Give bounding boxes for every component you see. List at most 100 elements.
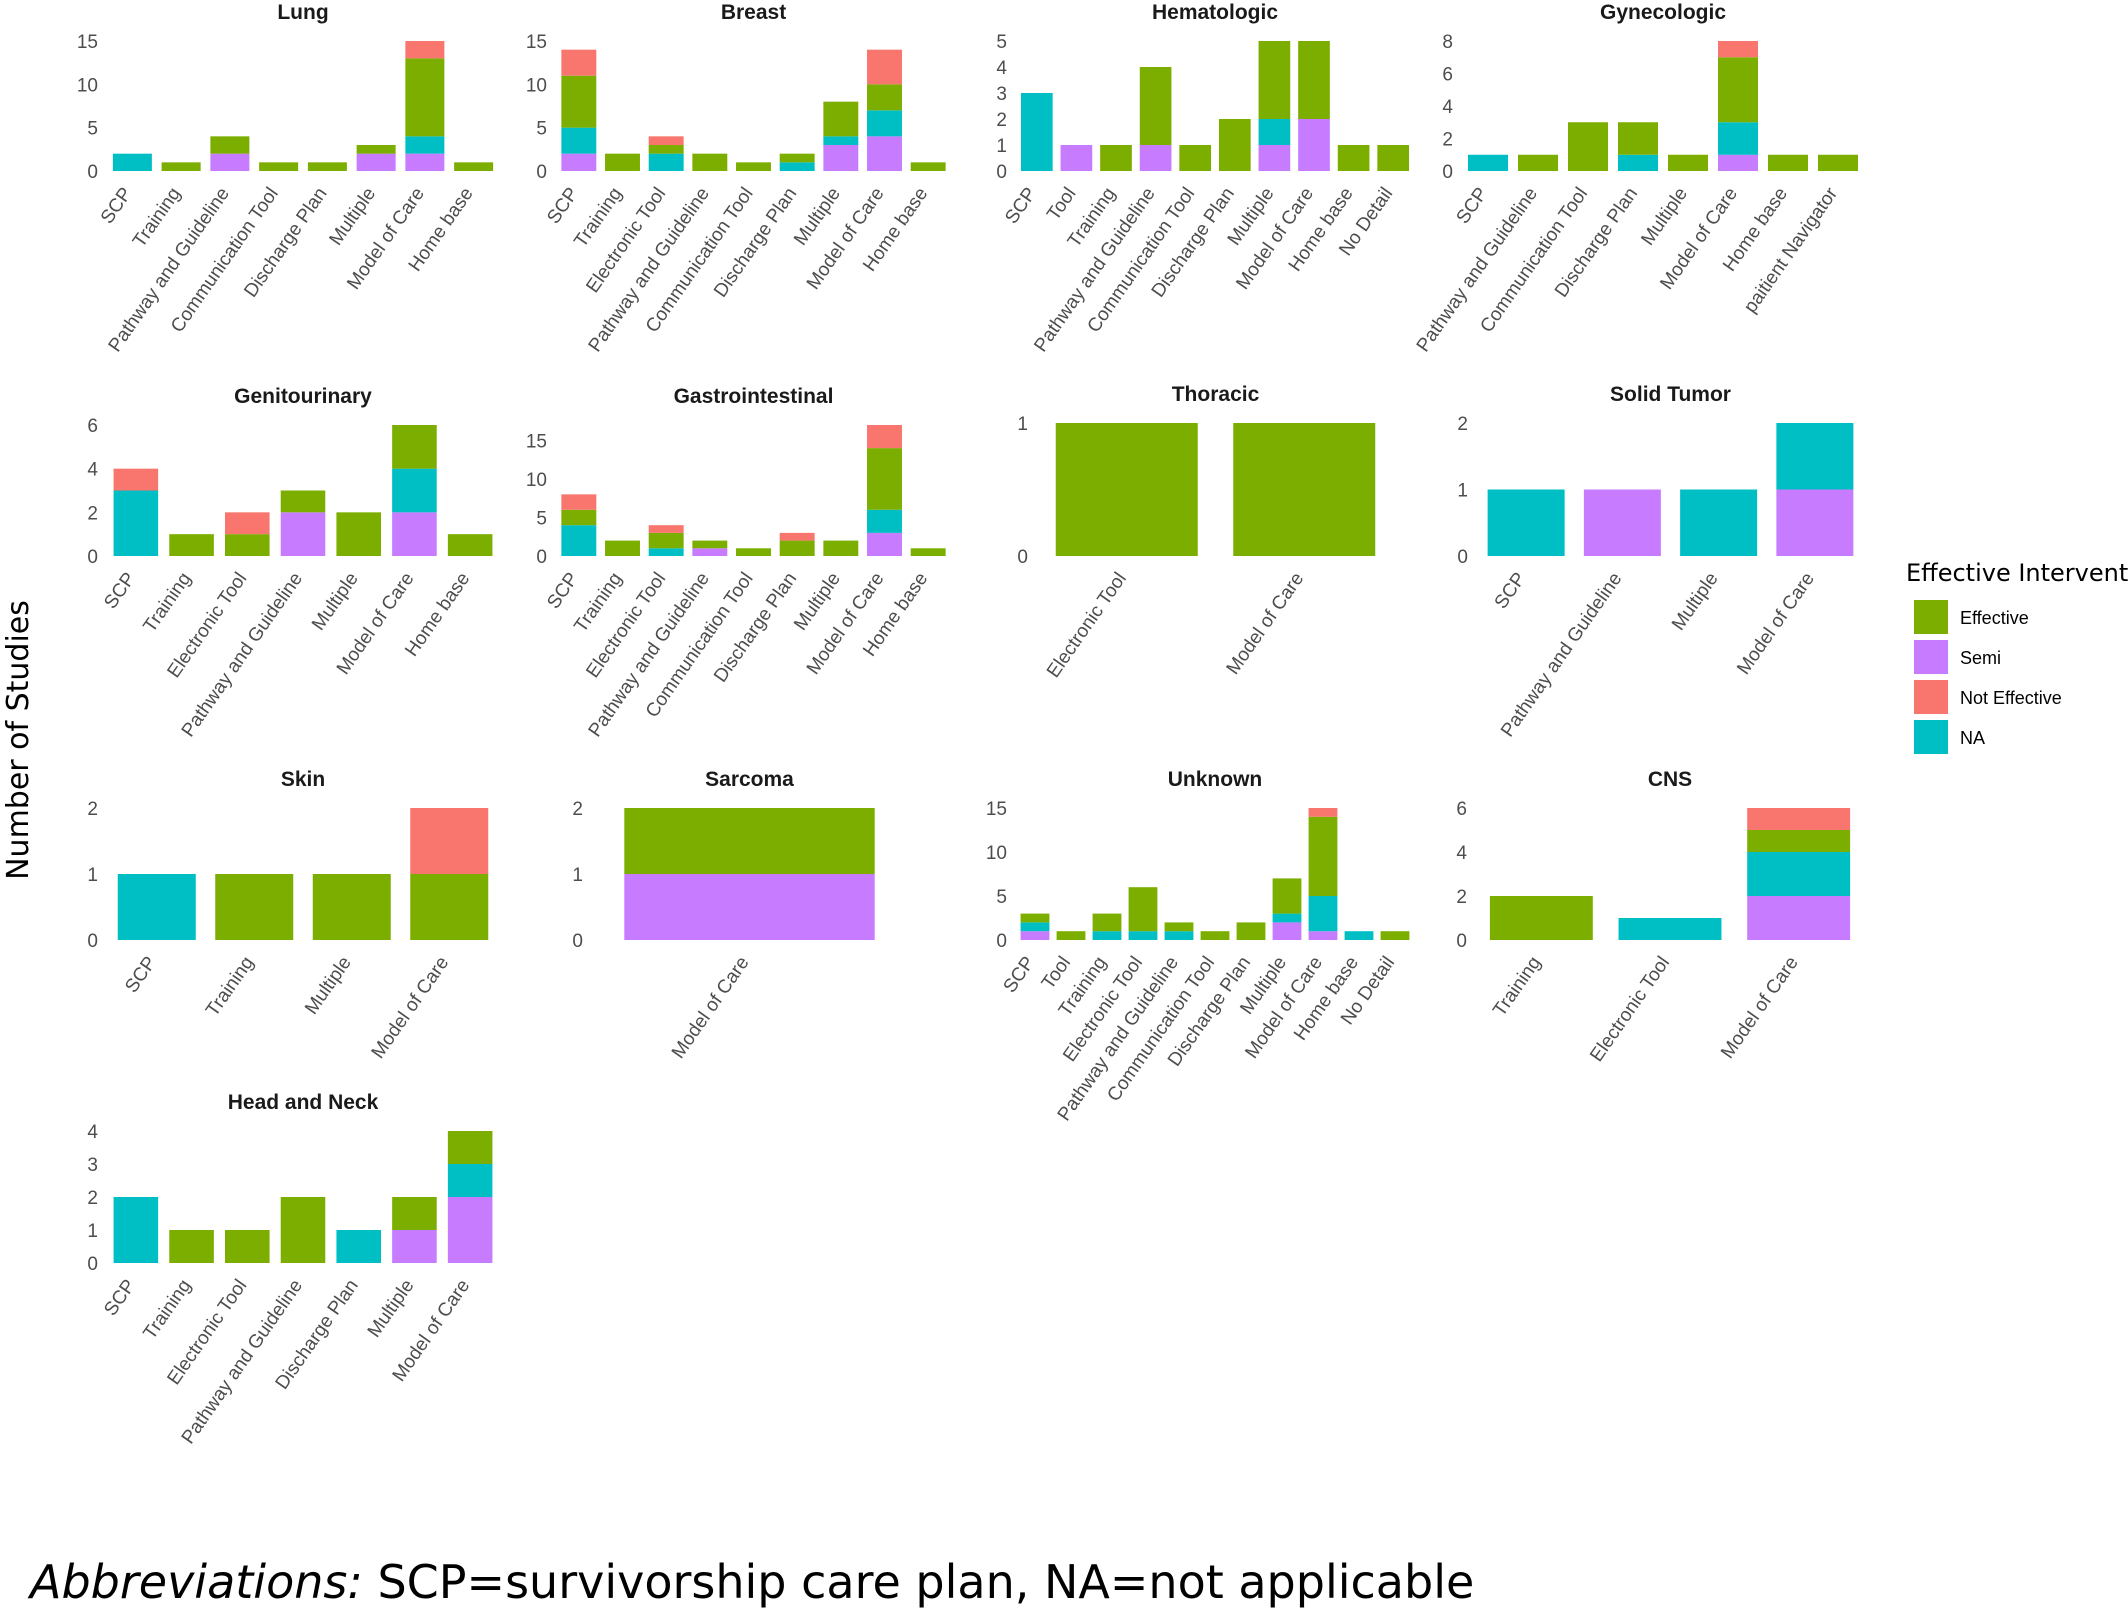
bar-lung-discharge-plan-effective <box>307 162 347 171</box>
y-tick-label: 4 <box>1442 97 1453 118</box>
bar-gastrointestinal-electronic-tool-not-effective <box>648 525 684 533</box>
bar-genitourinary-model-of-care-na <box>392 468 437 513</box>
y-tick-label: 3 <box>87 1155 98 1176</box>
bar-genitourinary-scp-not-effective <box>113 468 159 491</box>
bar-lung-model-of-care-na <box>405 136 445 154</box>
bar-breast-scp-effective <box>561 75 597 128</box>
x-tick-label: Electronic Tool <box>1586 953 1674 1066</box>
y-tick-label: 2 <box>1456 887 1467 908</box>
bar-gynecologic-model-of-care-effective <box>1718 57 1758 123</box>
bar-gastrointestinal-electronic-tool-na <box>648 548 684 556</box>
y-tick-label: 0 <box>536 162 547 183</box>
bar-breast-home-base-effective <box>910 162 946 171</box>
bar-lung-scp-na <box>112 153 152 171</box>
y-tick-label: 15 <box>986 799 1007 820</box>
bar-hematologic-communication-tool-effective <box>1179 145 1212 171</box>
bar-cns-model-of-care-na <box>1747 852 1851 896</box>
legend-swatch-semi <box>1914 640 1948 674</box>
bar-head-and-neck-pathway-and-guideline-effective <box>280 1197 326 1263</box>
y-tick-label: 2 <box>87 1188 98 1209</box>
y-tick-label: 5 <box>996 32 1007 53</box>
y-tick-label: 0 <box>996 162 1007 183</box>
legend-swatch-effective <box>1914 600 1948 634</box>
bar-head-and-neck-multiple-semi <box>392 1230 437 1263</box>
bar-breast-electronic-tool-effective <box>648 145 684 154</box>
bar-head-and-neck-model-of-care-na <box>447 1164 493 1197</box>
bar-unknown-training-effective <box>1092 913 1122 932</box>
legend-label-effective: Effective <box>1960 608 2029 628</box>
y-tick-label: 4 <box>87 460 98 481</box>
bar-breast-electronic-tool-not-effective <box>648 136 684 145</box>
bar-hematologic-pathway-and-guideline-effective <box>1139 67 1172 145</box>
caption: Abbreviations: SCP=survivorship care pla… <box>30 1555 1474 1609</box>
bar-breast-scp-semi <box>561 153 597 171</box>
x-tick-label: Electronic Tool <box>1043 569 1131 682</box>
y-tick-label: 5 <box>87 119 98 140</box>
y-tick-label: 1 <box>1017 414 1028 435</box>
panel-title-hematologic: Hematologic <box>1152 1 1278 24</box>
y-tick-label: 0 <box>1457 547 1468 568</box>
bar-gastrointestinal-model-of-care-semi <box>867 532 902 556</box>
y-tick-label: 0 <box>536 547 547 568</box>
bar-breast-multiple-semi <box>823 145 859 171</box>
y-tick-label: 2 <box>87 799 98 820</box>
y-tick-label: 4 <box>996 58 1007 79</box>
y-tick-label: 1 <box>87 865 98 886</box>
panel-sarcoma: Sarcoma 0 1 2 Model of Care <box>572 768 875 1063</box>
y-tick-label: 10 <box>526 470 547 491</box>
y-tick-label: 2 <box>996 110 1007 131</box>
y-tick-label: 2 <box>1442 130 1453 151</box>
y-tick-label: 3 <box>996 84 1007 105</box>
bar-lung-model-of-care-effective <box>405 58 445 137</box>
bar-thoracic-electronic-tool-effective <box>1055 423 1198 556</box>
bar-lung-communication-tool-effective <box>259 162 299 171</box>
caption-text: SCP=survivorship care plan, NA=not appli… <box>362 1555 1475 1609</box>
bar-sarcoma-model-of-care-effective <box>624 808 875 874</box>
y-tick-label: 1 <box>572 865 583 886</box>
x-tick-label: Training <box>139 1276 195 1344</box>
x-tick-label: Training <box>1489 953 1545 1021</box>
legend-label-not-effective: Not Effective <box>1960 688 2062 708</box>
bar-gastrointestinal-model-of-care-na <box>867 509 902 533</box>
y-tick-label: 4 <box>1456 843 1467 864</box>
legend-label-semi: Semi <box>1960 648 2001 668</box>
bar-unknown-pathway-and-guideline-na <box>1164 931 1194 940</box>
bar-unknown-multiple-semi <box>1272 922 1302 940</box>
bar-breast-model-of-care-effective <box>867 84 902 111</box>
bar-gastrointestinal-pathway-and-guideline-semi <box>692 548 728 556</box>
bar-unknown-scp-semi <box>1020 931 1050 940</box>
bar-unknown-communication-tool-effective <box>1200 931 1230 940</box>
y-tick-label: 2 <box>87 503 98 524</box>
bar-solid-tumor-model-of-care-semi <box>1776 489 1854 556</box>
bar-lung-model-of-care-semi <box>405 153 445 171</box>
bar-genitourinary-scp-na <box>113 490 159 556</box>
y-tick-label: 0 <box>1442 162 1453 183</box>
bar-gastrointestinal-training-effective <box>605 540 640 556</box>
y-tick-label: 8 <box>1442 32 1453 53</box>
bar-hematologic-tool-semi <box>1060 145 1093 171</box>
bar-cns-model-of-care-semi <box>1747 896 1851 940</box>
bar-gastrointestinal-discharge-plan-not-effective <box>779 532 815 541</box>
bar-gastrointestinal-pathway-and-guideline-effective <box>692 540 728 549</box>
bar-genitourinary-training-effective <box>169 534 214 556</box>
bar-gastrointestinal-discharge-plan-effective <box>779 540 815 556</box>
legend-swatch-na <box>1914 720 1948 754</box>
bar-solid-tumor-pathway-and-guideline-semi <box>1583 489 1661 556</box>
x-tick-label: paitient Navigator <box>1740 183 1842 317</box>
x-tick-label: SCP <box>1491 569 1531 613</box>
bar-unknown-scp-effective <box>1020 913 1050 923</box>
bar-breast-model-of-care-not-effective <box>867 49 902 85</box>
bar-gynecologic-discharge-plan-effective <box>1618 122 1658 155</box>
bar-hematologic-no-detail-effective <box>1377 145 1410 171</box>
bar-skin-training-effective <box>215 874 294 940</box>
bar-cns-training-effective <box>1489 896 1593 940</box>
bar-gynecologic-home-base-effective <box>1768 154 1808 171</box>
panel-title-gynecologic: Gynecologic <box>1600 1 1726 24</box>
